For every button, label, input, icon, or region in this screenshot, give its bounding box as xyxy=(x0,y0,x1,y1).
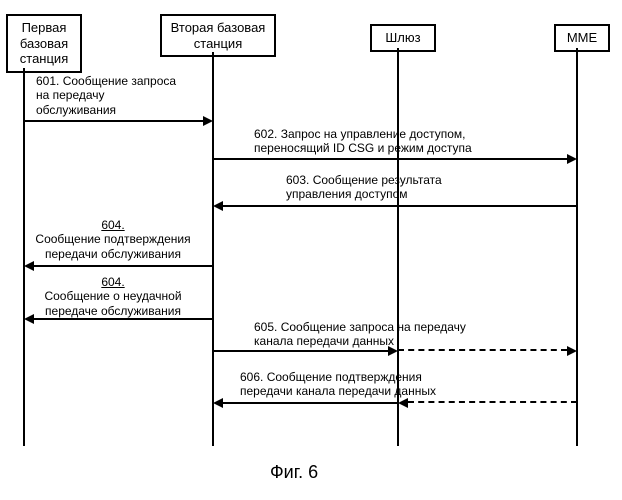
msg-num: 604. xyxy=(18,275,208,289)
msg-604a-label: 604. Сообщение подтвержденияпередачи обс… xyxy=(18,218,208,261)
participant-label: MME xyxy=(567,30,597,45)
msg-text: Сообщение подтвержденияпередачи обслужив… xyxy=(18,232,208,261)
msg-num: 601. xyxy=(36,74,59,88)
msg-text: Сообщение о неудачнойпередаче обслуживан… xyxy=(18,289,208,318)
msg-602-label: 602. Запрос на управление доступом,перен… xyxy=(254,127,472,156)
msg-604b-label: 604. Сообщение о неудачнойпередаче обслу… xyxy=(18,275,208,318)
msg-num: 603. xyxy=(286,173,309,187)
participant-second-bs: Вторая базоваястанция xyxy=(160,14,276,57)
lifeline-second-bs xyxy=(212,52,214,446)
msg-num: 604. xyxy=(18,218,208,232)
msg-text: Сообщение подтвержденияпередачи канала п… xyxy=(240,370,436,398)
arrow-603-head xyxy=(213,201,223,211)
msg-num: 605. xyxy=(254,320,277,334)
arrow-606 xyxy=(223,402,398,404)
arrow-605 xyxy=(213,350,388,352)
participant-label: Перваябазоваястанция xyxy=(20,20,68,66)
lifeline-mme xyxy=(576,48,578,446)
participant-label: Вторая базоваястанция xyxy=(171,20,266,51)
msg-num: 606. xyxy=(240,370,263,384)
arrow-605d-head xyxy=(567,346,577,356)
arrow-602-head xyxy=(567,154,577,164)
participant-first-bs: Перваябазоваястанция xyxy=(6,14,82,73)
participant-mme: MME xyxy=(554,24,610,52)
participant-label: Шлюз xyxy=(385,30,420,45)
msg-605-label: 605. Сообщение запроса на передачуканала… xyxy=(254,320,466,349)
msg-text: Сообщение запроса на передачуканала пере… xyxy=(254,320,466,348)
arrow-604b xyxy=(34,318,213,320)
arrow-606d-head xyxy=(398,398,408,408)
msg-601-label: 601. Сообщение запросана передачуобслужи… xyxy=(36,74,176,117)
arrow-601 xyxy=(24,120,203,122)
arrow-604a xyxy=(34,265,213,267)
participant-gateway: Шлюз xyxy=(370,24,436,52)
figure-label: Фиг. 6 xyxy=(270,462,318,483)
msg-text: Сообщение результатауправления доступом xyxy=(286,173,442,201)
arrow-606-head xyxy=(213,398,223,408)
arrow-602 xyxy=(213,158,567,160)
msg-606-label: 606. Сообщение подтвержденияпередачи кан… xyxy=(240,370,436,399)
msg-text: Запрос на управление доступом,переносящи… xyxy=(254,127,472,155)
msg-603-label: 603. Сообщение результатауправления дост… xyxy=(286,173,442,202)
msg-num: 602. xyxy=(254,127,277,141)
arrow-601-head xyxy=(203,116,213,126)
arrow-605-head xyxy=(388,346,398,356)
arrow-603 xyxy=(223,205,577,207)
arrow-604a-head xyxy=(24,261,34,271)
arrow-605-dashed xyxy=(398,349,567,351)
arrow-606-dashed xyxy=(408,401,577,403)
arrow-604b-head xyxy=(24,314,34,324)
